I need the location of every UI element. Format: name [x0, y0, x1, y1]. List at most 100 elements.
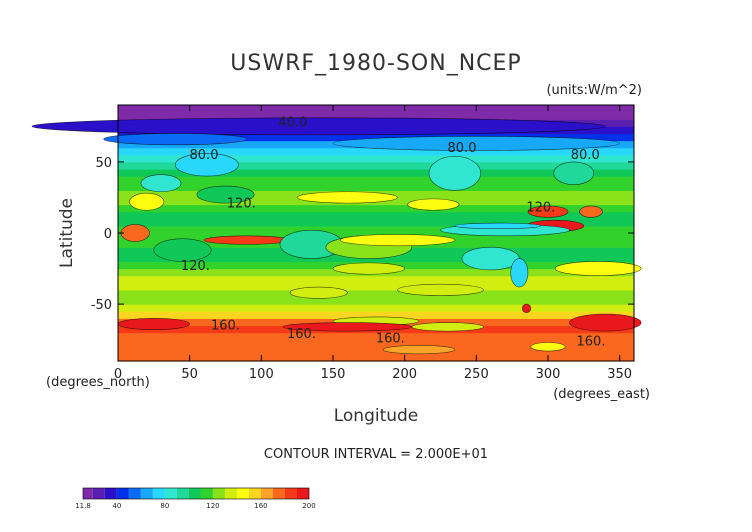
- heatmap-band: [118, 304, 634, 312]
- contour-label: 160.: [211, 319, 240, 334]
- heatmap-feature: [31, 117, 606, 136]
- heatmap-band: [118, 133, 634, 142]
- heatmap-band: [118, 154, 634, 163]
- x-tick-label: 250: [464, 367, 489, 382]
- heatmap-feature: [203, 235, 291, 245]
- heatmap-feature: [175, 153, 239, 177]
- x-tick-label: 150: [321, 367, 346, 382]
- heatmap-feature: [527, 205, 569, 218]
- contour-labels: 40.0 80.0 80.0 80.0 120. 120. 120. 160. 160. 160.…: [181, 115, 606, 349]
- heatmap-feature: [397, 283, 484, 296]
- colorbar-segment: [200, 488, 213, 499]
- heatmap-band: [118, 332, 634, 341]
- y-axis: 50 0 -50: [91, 156, 634, 313]
- heatmap-feature: [296, 191, 398, 204]
- contour-label: 80.0: [571, 148, 600, 163]
- x-unit-label: (degrees_east): [553, 387, 650, 402]
- colorbar-segment: [224, 488, 237, 499]
- colorbar-tick-label: 160: [254, 502, 267, 510]
- heatmap-band: [118, 218, 634, 227]
- heatmap-feature: [428, 155, 481, 191]
- heatmap-feature: [569, 313, 642, 332]
- contour-label: 120.: [227, 196, 256, 211]
- heatmap-band: [118, 161, 634, 170]
- heatmap-band: [118, 169, 634, 177]
- x-tick-label: 350: [607, 367, 632, 382]
- heatmap-band: [118, 282, 634, 291]
- contour-label: 160.: [577, 334, 606, 349]
- heatmap-feature: [579, 205, 603, 218]
- heatmap-band: [118, 211, 634, 220]
- x-tick-label: 0: [114, 367, 122, 382]
- colorbar-segment: [248, 488, 261, 499]
- chart-title: USWRF_1980-SON_NCEP: [230, 51, 521, 76]
- colorbar-segment: [236, 488, 249, 499]
- colorbar-segment: [116, 488, 129, 499]
- x-axis: 0 50 100 150 200 250 300 350: [114, 105, 632, 382]
- heatmap-band: [118, 297, 634, 305]
- units-label: (units:W/m^2): [546, 83, 642, 98]
- heatmap-feature: [332, 135, 620, 151]
- contour-label: 80.0: [190, 148, 219, 163]
- contour-label: 40.0: [278, 115, 307, 130]
- heatmap-band: [118, 225, 634, 234]
- heatmap-band: [118, 176, 634, 184]
- heatmap-band: [118, 339, 634, 348]
- contour-label: 80.0: [448, 141, 477, 156]
- heatmap-feature: [521, 303, 532, 313]
- colorbar-segment: [176, 488, 189, 499]
- heatmap-feature: [530, 342, 566, 352]
- colorbar-min-label: 11.8: [75, 502, 91, 510]
- colorbar-segment: [128, 488, 141, 499]
- colorbar-tick-label: 80: [160, 502, 169, 510]
- y-tick-label: -50: [91, 298, 112, 313]
- y-unit-label: (degrees_north): [46, 375, 150, 390]
- heatmap-feature: [332, 262, 405, 275]
- heatmap-band: [118, 105, 634, 113]
- heatmap-feature: [196, 185, 255, 204]
- contour-label: 120.: [181, 259, 210, 274]
- colorbar-segment: [296, 488, 309, 499]
- heatmap-band: [118, 147, 634, 156]
- heatmap-band: [118, 183, 634, 191]
- colorbar-tick-label: 40: [112, 502, 121, 510]
- heatmap-band: [118, 289, 634, 298]
- heatmap-feature: [411, 322, 484, 332]
- colorbar-segment: [212, 488, 225, 499]
- colorbar-segment: [272, 488, 285, 499]
- colorbar-segment: [284, 488, 297, 499]
- heatmap-feature: [510, 258, 529, 288]
- heatmap-feature: [103, 133, 248, 146]
- heatmap-band: [118, 275, 634, 284]
- heatmap-feature: [454, 222, 542, 230]
- heatmap-band: [118, 204, 634, 213]
- colorbar-frame: [82, 487, 310, 500]
- heatmap-feature: [117, 318, 190, 331]
- heatmap-feature: [120, 224, 150, 242]
- colorbar: 11.8 40 80 120 160 200: [75, 487, 316, 510]
- heatmap-feature: [554, 261, 642, 276]
- x-tick-label: 100: [249, 367, 274, 382]
- heatmap-feature: [339, 234, 456, 247]
- y-tick-label: 0: [104, 227, 112, 242]
- heatmap-feature: [553, 161, 595, 185]
- plot-area: 40.0 80.0 80.0 80.0 120. 120. 120. 160. 160. 160.…: [31, 104, 642, 362]
- contour-label: 160.: [376, 332, 405, 347]
- heatmap-feature: [140, 174, 182, 193]
- x-axis-title: Longitude: [334, 406, 419, 426]
- colorbar-segment: [188, 488, 201, 499]
- heatmap-band: [118, 346, 634, 355]
- heatmap-feature: [461, 246, 520, 271]
- colorbar-segment: [140, 488, 153, 499]
- heatmap-feature: [407, 198, 460, 211]
- colorbar-tick-label: 200: [302, 502, 315, 510]
- heatmap-feature: [129, 192, 165, 211]
- heatmap-feature: [289, 286, 348, 299]
- colorbar-tick-label: 120: [206, 502, 219, 510]
- heatmap-band: [118, 353, 634, 362]
- colorbar-segment: [260, 488, 273, 499]
- contour-label: 120.: [526, 201, 555, 216]
- heatmap-feature: [382, 345, 456, 355]
- y-tick-label: 50: [95, 156, 112, 171]
